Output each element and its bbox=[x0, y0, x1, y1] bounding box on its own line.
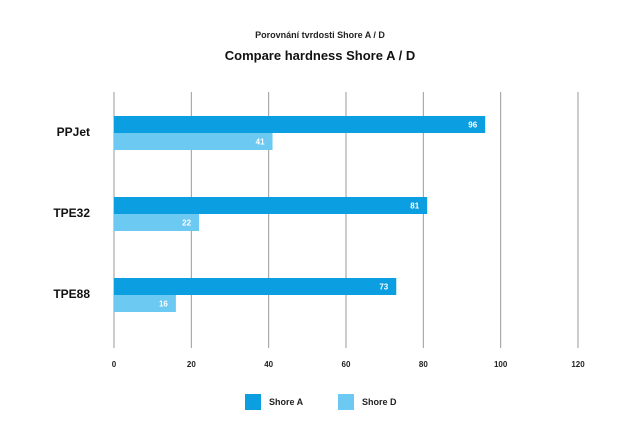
category-label: TPE32 bbox=[53, 206, 90, 220]
bar-value-label: 16 bbox=[159, 300, 168, 309]
legend-item-shore-d: Shore D bbox=[338, 394, 397, 410]
category-label: PPJet bbox=[57, 125, 90, 139]
bar-value-label: 41 bbox=[256, 138, 265, 147]
chart-legend: Shore A Shore D bbox=[0, 394, 640, 412]
legend-swatch-shore-a bbox=[245, 394, 261, 410]
x-tick-label: 100 bbox=[494, 360, 508, 369]
bar bbox=[114, 116, 486, 133]
bar-value-label: 81 bbox=[410, 202, 419, 211]
x-tick-label: 120 bbox=[571, 360, 585, 369]
bar-value-label: 22 bbox=[182, 219, 191, 228]
x-tick-label: 0 bbox=[112, 360, 117, 369]
legend-label-shore-a: Shore A bbox=[269, 397, 304, 407]
bar bbox=[114, 278, 397, 295]
bar bbox=[114, 197, 428, 214]
bar bbox=[114, 133, 273, 150]
x-tick-label: 40 bbox=[264, 360, 273, 369]
legend-item-shore-a: Shore A bbox=[245, 394, 303, 410]
bar bbox=[114, 295, 176, 312]
bar-value-label: 96 bbox=[468, 121, 477, 130]
x-tick-label: 60 bbox=[342, 360, 351, 369]
x-tick-label: 20 bbox=[187, 360, 196, 369]
legend-swatch-shore-d bbox=[338, 394, 354, 410]
x-tick-label: 80 bbox=[419, 360, 428, 369]
chart-title: Compare hardness Shore A / D bbox=[224, 48, 416, 63]
bar-value-label: 73 bbox=[379, 283, 388, 292]
bar bbox=[114, 214, 200, 231]
legend-label-shore-d: Shore D bbox=[362, 397, 397, 407]
chart-subtitle: Porovnání tvrdosti Shore A / D bbox=[255, 30, 385, 40]
category-label: TPE88 bbox=[53, 287, 90, 301]
